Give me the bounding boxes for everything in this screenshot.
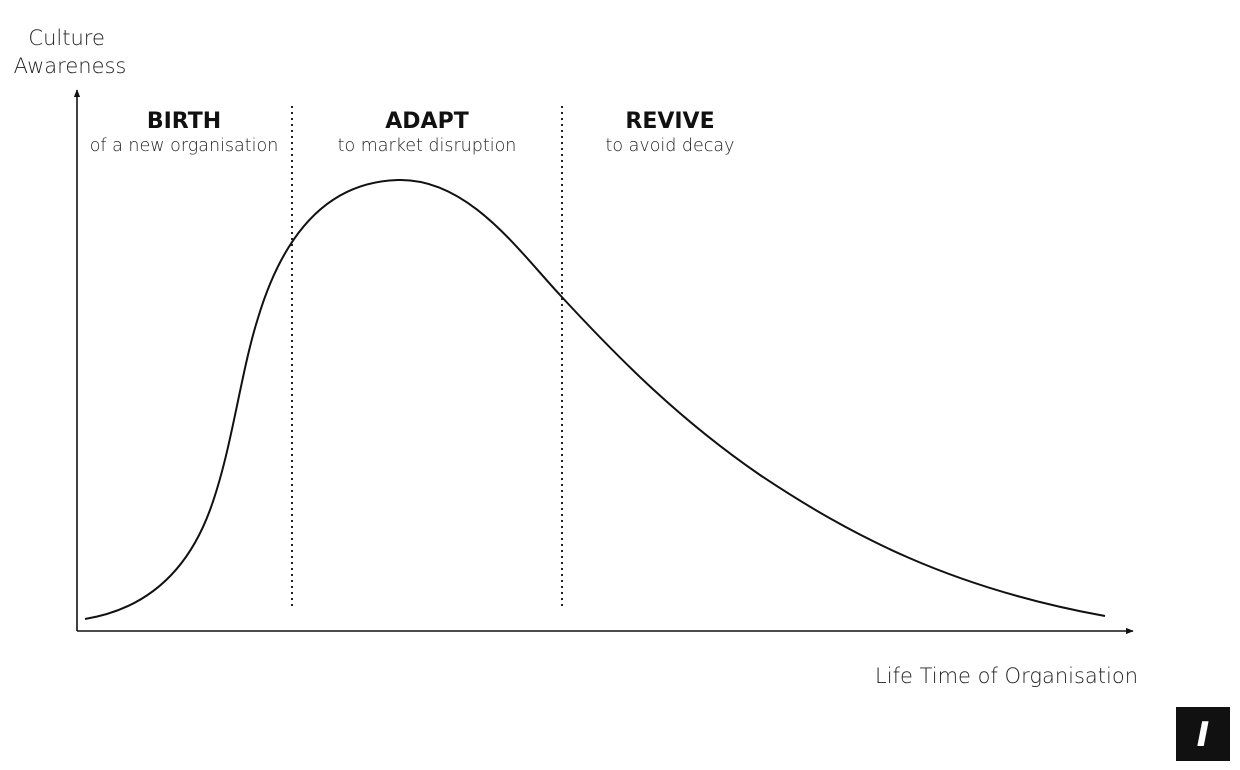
phase-subtitle-birth: of a new organisation <box>90 136 279 156</box>
lifecycle-curve <box>84 178 1106 620</box>
phase-title-birth: BIRTH <box>147 109 221 134</box>
logo-glyph: I <box>1197 715 1210 755</box>
x-axis-title: Life Time of Organisation <box>875 664 1138 688</box>
phase-title-adapt: ADAPT <box>385 109 468 134</box>
phase-subtitle-revive: to avoid decay <box>605 136 734 156</box>
y-axis-title: Culture Awareness <box>14 26 127 78</box>
y-axis-title-line2: Awareness <box>14 54 127 78</box>
brand-logo: I <box>1176 707 1230 761</box>
y-axis-title-line1: Culture <box>28 26 104 50</box>
phase-title-revive: REVIVE <box>625 109 714 134</box>
logo-background <box>1176 707 1230 761</box>
phase-subtitle-adapt: to market disruption <box>338 136 517 156</box>
